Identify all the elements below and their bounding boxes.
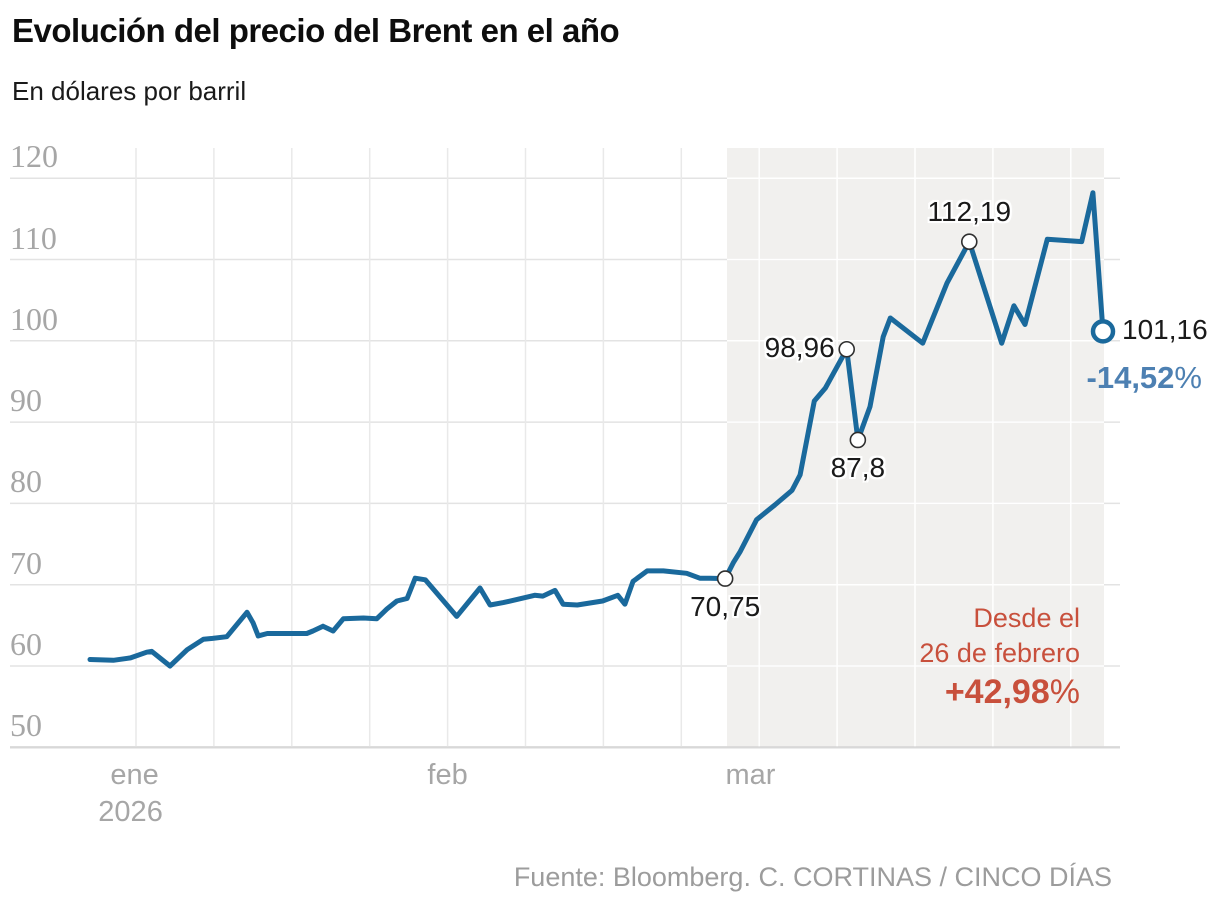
end-change-value: -14,52: [1086, 360, 1175, 395]
y-tick-label: 120: [10, 138, 58, 175]
source-credit: Fuente: Bloomberg. C. CORTINAS / CINCO D…: [513, 862, 1112, 892]
y-tick-label: 110: [10, 219, 57, 256]
data-point-marker: [960, 233, 978, 250]
percent-sign: %: [1049, 673, 1080, 711]
highlight-note-change: +42,98%: [944, 673, 1080, 711]
point-annotation: 87,8: [830, 451, 886, 483]
last-data-point-marker: [1090, 319, 1116, 344]
chart-subtitle: En dólares por barril: [12, 76, 247, 106]
highlight-note: Desde el 26 de febrero +42,98%: [919, 601, 1080, 711]
x-tick-label: mar: [725, 759, 776, 791]
point-annotation: 70,75: [690, 590, 761, 622]
highlight-note-line1: Desde el: [973, 603, 1080, 633]
y-tick-label: 80: [10, 463, 42, 500]
y-tick-label: 60: [10, 626, 42, 662]
x-tick-label: ene: [110, 759, 159, 791]
data-point-marker: [849, 431, 867, 449]
percent-sign: %: [1174, 360, 1202, 395]
chart-title: Evolución del precio del Brent en el año: [12, 12, 620, 49]
point-annotation: 112,19: [927, 195, 1012, 227]
y-tick-label: 90: [10, 382, 42, 419]
price-line: [87, 190, 1106, 669]
highlight-note-line2: 26 de febrero: [919, 638, 1080, 668]
x-tick-label: feb: [427, 759, 468, 791]
y-tick-label: 100: [10, 300, 58, 337]
y-tick-label: 50: [10, 707, 42, 744]
data-point-marker: [716, 570, 734, 587]
x-tick-year-label: 2026: [98, 796, 163, 828]
point-annotation: 101,16: [1122, 314, 1208, 346]
data-point-marker: [838, 340, 856, 358]
point-annotation: 98,96: [764, 332, 835, 364]
end-change-label: -14,52%: [1087, 360, 1202, 396]
y-tick-label: 70: [10, 544, 42, 581]
